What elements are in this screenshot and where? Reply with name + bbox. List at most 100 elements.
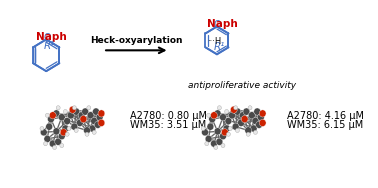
Circle shape: [55, 138, 62, 145]
Circle shape: [82, 108, 88, 115]
Circle shape: [73, 106, 76, 110]
Circle shape: [248, 112, 255, 119]
Circle shape: [201, 129, 208, 136]
Circle shape: [45, 113, 50, 118]
Circle shape: [225, 109, 229, 114]
Circle shape: [44, 135, 51, 143]
Circle shape: [234, 106, 238, 110]
Circle shape: [67, 127, 71, 131]
Circle shape: [67, 112, 74, 119]
Text: R¹: R¹: [214, 42, 226, 52]
Circle shape: [62, 125, 69, 132]
Circle shape: [53, 128, 60, 135]
Circle shape: [245, 127, 252, 134]
Circle shape: [60, 143, 64, 148]
Circle shape: [207, 113, 211, 118]
Text: A2780: 4.16 μM: A2780: 4.16 μM: [287, 111, 364, 121]
Text: O: O: [43, 33, 51, 43]
Circle shape: [234, 108, 241, 115]
Circle shape: [53, 110, 60, 117]
Circle shape: [64, 109, 67, 114]
Circle shape: [87, 106, 91, 110]
Circle shape: [220, 114, 226, 121]
Text: R¹: R¹: [44, 41, 56, 51]
Circle shape: [254, 130, 257, 134]
Circle shape: [226, 132, 231, 136]
Text: WM35: 6.15 μM: WM35: 6.15 μM: [287, 120, 363, 130]
Text: Naph: Naph: [36, 32, 67, 42]
Circle shape: [205, 142, 209, 146]
Circle shape: [209, 116, 215, 123]
Circle shape: [93, 108, 99, 115]
Circle shape: [43, 142, 48, 146]
Circle shape: [217, 106, 222, 110]
Circle shape: [231, 106, 237, 113]
Circle shape: [211, 112, 217, 119]
Text: ···H: ···H: [208, 37, 222, 46]
Circle shape: [250, 125, 257, 132]
Circle shape: [92, 130, 96, 134]
Circle shape: [50, 140, 56, 147]
Circle shape: [64, 118, 71, 125]
Circle shape: [98, 119, 105, 127]
Circle shape: [58, 133, 65, 140]
Circle shape: [87, 112, 94, 119]
Circle shape: [256, 121, 262, 128]
Text: antiproliferative activity: antiproliferative activity: [189, 81, 297, 89]
Circle shape: [254, 108, 261, 115]
Circle shape: [207, 123, 214, 130]
Circle shape: [65, 132, 69, 136]
Circle shape: [257, 114, 264, 121]
Circle shape: [220, 133, 226, 140]
Circle shape: [259, 110, 266, 117]
Circle shape: [221, 143, 225, 148]
Circle shape: [223, 125, 230, 132]
Circle shape: [85, 132, 89, 136]
Circle shape: [69, 106, 76, 113]
Circle shape: [235, 128, 239, 133]
Circle shape: [98, 110, 105, 117]
Circle shape: [53, 145, 57, 149]
Circle shape: [74, 128, 78, 133]
Circle shape: [96, 114, 103, 121]
Circle shape: [56, 106, 60, 110]
Circle shape: [94, 121, 101, 128]
Circle shape: [248, 106, 252, 110]
Circle shape: [78, 112, 85, 119]
Circle shape: [211, 140, 217, 147]
Circle shape: [89, 125, 96, 132]
Circle shape: [232, 123, 239, 130]
Text: Heck-oxyarylation: Heck-oxyarylation: [90, 36, 183, 45]
Circle shape: [241, 116, 248, 123]
Circle shape: [48, 116, 54, 123]
Text: O: O: [213, 20, 221, 30]
Circle shape: [201, 127, 205, 131]
Circle shape: [214, 110, 221, 117]
Circle shape: [91, 118, 98, 125]
Circle shape: [40, 129, 47, 136]
Circle shape: [239, 112, 246, 119]
Circle shape: [228, 127, 232, 131]
Circle shape: [222, 129, 228, 136]
Circle shape: [205, 135, 212, 143]
Text: A2780: 0.80 μM: A2780: 0.80 μM: [130, 111, 207, 121]
Circle shape: [58, 114, 65, 121]
Text: WM35: 3.51 μM: WM35: 3.51 μM: [130, 120, 206, 130]
Circle shape: [50, 112, 56, 119]
Circle shape: [40, 127, 44, 131]
Circle shape: [238, 119, 245, 127]
Circle shape: [229, 112, 235, 119]
Circle shape: [76, 119, 83, 127]
Circle shape: [225, 118, 232, 125]
Circle shape: [84, 127, 90, 134]
Circle shape: [214, 145, 218, 149]
Circle shape: [71, 123, 78, 130]
Circle shape: [259, 119, 266, 127]
Circle shape: [80, 116, 87, 123]
Circle shape: [216, 138, 223, 145]
Circle shape: [60, 129, 67, 136]
Circle shape: [73, 108, 80, 115]
Circle shape: [246, 132, 250, 136]
Text: Naph: Naph: [208, 20, 238, 30]
Circle shape: [243, 108, 250, 115]
